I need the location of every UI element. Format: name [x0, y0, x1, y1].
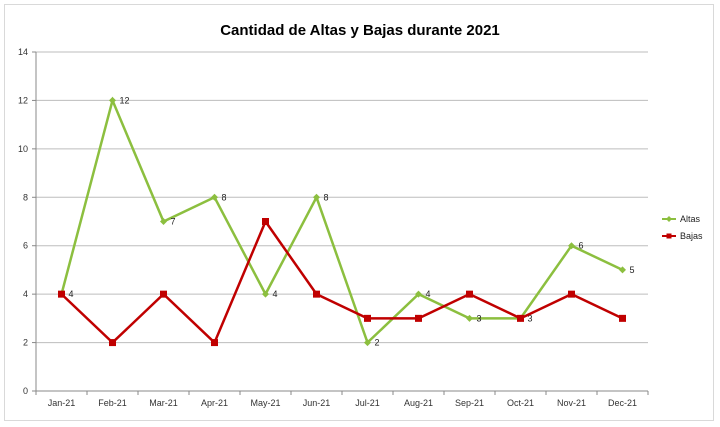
series-line-bajas	[60, 218, 624, 345]
data-label-altas: 2	[375, 338, 380, 348]
data-point-altas	[415, 290, 422, 298]
chart-title: Cantidad de Altas y Bajas durante 2021	[220, 22, 500, 39]
data-point-bajas	[466, 290, 473, 298]
data-point-bajas	[211, 339, 218, 347]
y-tick-label: 0	[23, 386, 28, 396]
data-label-altas: 7	[171, 217, 176, 227]
data-point-bajas	[415, 314, 422, 322]
data-label-altas: 5	[630, 265, 635, 275]
series-line-altas	[60, 96, 624, 345]
x-tick-label: Aug-21	[404, 398, 433, 408]
legend-marker	[666, 216, 672, 222]
data-point-altas	[568, 242, 575, 250]
data-point-bajas	[160, 290, 167, 298]
data-point-bajas	[568, 290, 575, 298]
axes	[32, 51, 649, 395]
data-label-altas: 4	[273, 289, 278, 299]
series-group: 4 12 7 8 4 8 2 4 3 3 6 5	[58, 95, 635, 348]
x-axis-ticks: Jan-21 Feb-21 Mar-21 Apr-21 May-21 Jun-21 Jul-…	[48, 398, 637, 408]
data-point-bajas	[517, 314, 524, 322]
legend-item-altas: Altas	[662, 214, 701, 224]
legend-item-bajas: Bajas	[662, 231, 703, 241]
x-tick-label: Mar-21	[149, 398, 178, 408]
series-altas: 4 12 7 8 4 8 2 4 3 3 6 5	[58, 95, 635, 348]
data-point-altas	[262, 290, 269, 298]
y-tick-label: 14	[18, 47, 28, 57]
data-point-altas	[109, 96, 116, 104]
data-point-bajas	[313, 290, 320, 298]
data-point-bajas	[364, 314, 371, 322]
x-tick-label: Sep-21	[455, 398, 484, 408]
data-point-altas	[619, 266, 626, 274]
data-point-altas	[466, 314, 473, 322]
x-tick-label: Jun-21	[303, 398, 331, 408]
data-point-bajas	[262, 218, 269, 225]
series-bajas	[58, 218, 626, 347]
y-tick-label: 12	[18, 95, 28, 105]
data-point-bajas	[109, 339, 116, 347]
legend-marker	[666, 233, 672, 239]
legend: Altas Bajas	[662, 214, 703, 241]
data-point-bajas	[58, 290, 65, 298]
x-tick-label: Nov-21	[557, 398, 586, 408]
y-tick-label: 2	[23, 338, 28, 348]
data-label-altas: 4	[69, 289, 74, 299]
gridlines	[36, 51, 648, 344]
data-label-altas: 8	[324, 192, 329, 202]
y-tick-label: 6	[23, 241, 28, 251]
x-tick-label: Jul-21	[355, 398, 380, 408]
data-label-altas: 12	[120, 95, 130, 105]
data-label-altas: 4	[426, 289, 431, 299]
data-label-altas: 6	[579, 241, 584, 251]
y-tick-label: 10	[18, 144, 28, 154]
data-label-altas: 3	[477, 313, 482, 323]
data-point-bajas	[619, 314, 626, 322]
x-tick-label: May-21	[250, 398, 280, 408]
x-tick-label: Feb-21	[98, 398, 127, 408]
x-tick-label: Oct-21	[507, 398, 534, 408]
legend-label: Bajas	[680, 231, 703, 241]
y-tick-label: 8	[23, 192, 28, 202]
legend-label: Altas	[680, 214, 701, 224]
x-tick-label: Dec-21	[608, 398, 637, 408]
data-point-altas	[211, 193, 218, 201]
data-label-altas: 3	[528, 313, 533, 323]
data-point-altas	[313, 193, 320, 201]
y-axis-ticks: 0 2 4 6 8 10 12 14	[18, 47, 28, 396]
x-tick-label: Apr-21	[201, 398, 228, 408]
y-tick-label: 4	[23, 289, 28, 299]
x-tick-label: Jan-21	[48, 398, 76, 408]
data-label-altas: 8	[222, 192, 227, 202]
data-point-altas	[364, 339, 371, 347]
data-point-altas	[160, 218, 167, 225]
chart-frame	[4, 4, 714, 421]
